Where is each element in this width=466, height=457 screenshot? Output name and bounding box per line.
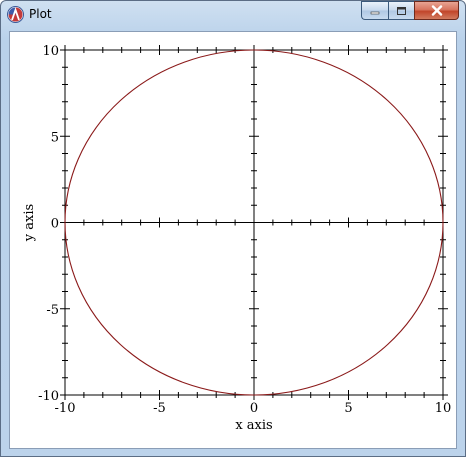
y-tick-label: -5 — [46, 303, 59, 318]
x-tick-label: 5 — [344, 401, 352, 416]
plot-canvas[interactable]: -10 -5 0 5 10 10 5 0 -5 -10 x axis y axis — [10, 32, 456, 448]
x-tick-label: -10 — [55, 401, 76, 416]
x-axis-label: x axis — [235, 418, 272, 433]
maximize-button[interactable] — [388, 1, 414, 20]
racket-logo-icon — [7, 6, 24, 23]
circle-series-line — [64, 49, 444, 396]
minimize-icon — [370, 11, 380, 14]
title-bar[interactable]: Plot — [1, 1, 465, 29]
y-axis-label: y axis — [22, 204, 37, 242]
y-tick-label: 0 — [51, 217, 59, 232]
caption-buttons — [361, 1, 459, 21]
window-title: Plot — [29, 7, 52, 21]
y-tick-label: 5 — [51, 130, 59, 145]
y-tick-label: 10 — [42, 44, 59, 59]
maximize-icon — [397, 6, 406, 15]
x-tick-label: -5 — [153, 401, 166, 416]
minimize-button[interactable] — [361, 1, 388, 20]
y-tick-label: -10 — [38, 389, 59, 404]
close-button[interactable] — [414, 1, 459, 20]
x-tick-label: 10 — [435, 401, 452, 416]
plot-canvas-area: -10 -5 0 5 10 10 5 0 -5 -10 x axis y axis — [9, 31, 457, 449]
close-icon — [431, 5, 442, 16]
x-tick-label: 0 — [250, 401, 258, 416]
